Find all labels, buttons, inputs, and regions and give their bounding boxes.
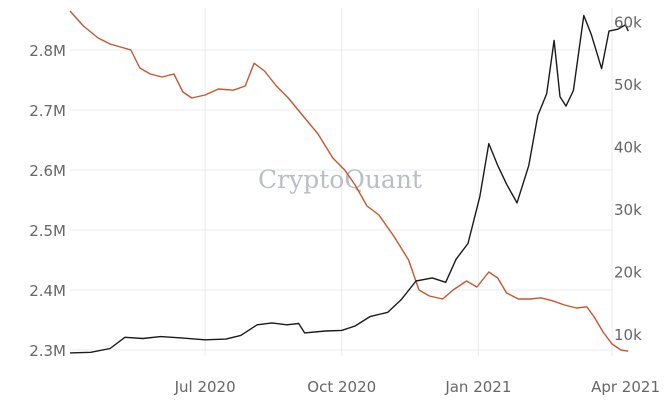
left-tick-label: 2.4M [29, 282, 66, 300]
right-axis: 10k 20k 30k 40k 50k 60k [614, 14, 642, 344]
left-tick-label: 2.3M [29, 342, 66, 360]
grid [70, 8, 613, 356]
series-line-right-axis [69, 14, 629, 354]
left-tick-label: 2.7M [29, 102, 66, 120]
right-tick-label: 50k [614, 76, 642, 94]
left-tick-label: 2.6M [29, 162, 66, 180]
watermark: CryptoQuant [258, 165, 422, 194]
left-axis: 2.3M 2.4M 2.5M 2.6M 2.7M 2.8M [29, 42, 66, 360]
right-tick-label: 20k [614, 264, 642, 282]
x-tick-label: Apr 2021 [591, 378, 660, 396]
x-tick-label: Jul 2020 [174, 378, 236, 396]
right-tick-label: 40k [614, 139, 642, 157]
x-tick-label: Jan 2021 [444, 378, 511, 396]
series-line-left-axis [69, 10, 629, 352]
x-axis: Jul 2020 Oct 2020 Jan 2021 Apr 2021 [174, 378, 660, 396]
right-tick-label: 10k [614, 326, 642, 344]
x-tick-label: Oct 2020 [307, 378, 376, 396]
right-tick-label: 30k [614, 201, 642, 219]
left-tick-label: 2.5M [29, 222, 66, 240]
right-tick-label: 60k [614, 14, 642, 32]
left-tick-label: 2.8M [29, 42, 66, 60]
series-lines [69, 10, 629, 354]
